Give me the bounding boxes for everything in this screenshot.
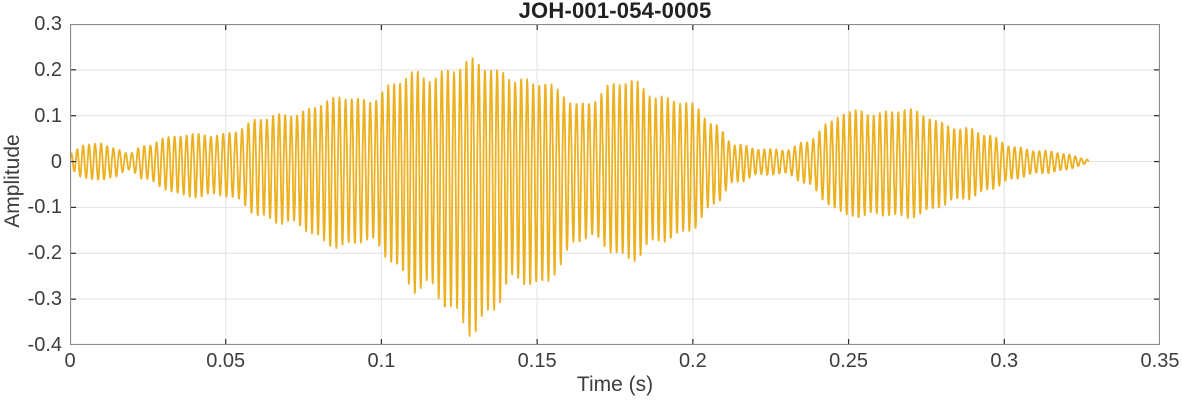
- x-tick-label: 0: [64, 350, 76, 372]
- y-tick-label: -0.4: [27, 334, 62, 356]
- x-tick-label: 0.25: [829, 350, 869, 372]
- waveform-plot: [70, 24, 1160, 345]
- x-tick-label: 0.3: [990, 350, 1019, 372]
- x-tick-label: 0.1: [367, 350, 396, 372]
- y-tick-label: 0.1: [34, 104, 62, 127]
- y-tick-label: 0.3: [34, 13, 62, 35]
- y-tick-label: -0.2: [27, 242, 62, 265]
- x-tick-label: 0.15: [517, 350, 557, 372]
- y-tick-label: -0.1: [27, 196, 62, 219]
- plot-area: [70, 24, 1160, 345]
- chart-title: JOH-001-054-0005: [518, 0, 712, 23]
- y-tick-label: -0.3: [27, 288, 62, 311]
- x-tick-label: 0.35: [1140, 350, 1180, 372]
- y-axis-label: Amplitude: [1, 134, 24, 228]
- y-tick-label: 0.2: [34, 58, 62, 81]
- x-tick-label: 0.2: [678, 350, 707, 372]
- plot-border: [70, 24, 1160, 345]
- x-axis-label: Time (s): [576, 373, 654, 396]
- waveform-line: [70, 57, 1090, 337]
- y-tick-label: 0: [50, 150, 62, 173]
- x-tick-label: 0.05: [206, 350, 246, 372]
